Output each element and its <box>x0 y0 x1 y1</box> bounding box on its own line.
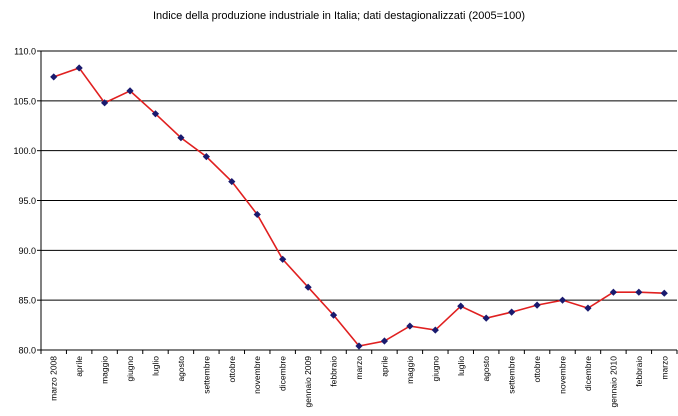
x-tick-label: giugno <box>430 356 440 382</box>
x-tick-label: settembre <box>201 356 211 394</box>
x-tick-label: maggio <box>405 356 415 384</box>
data-point <box>558 296 567 304</box>
x-tick-label: gennaio 2009 <box>303 356 313 408</box>
y-tick-label: 85.0 <box>18 296 36 306</box>
x-tick-label: luglio <box>150 356 160 376</box>
data-point <box>126 87 134 95</box>
data-point <box>202 153 210 161</box>
data-point <box>228 177 236 186</box>
data-point <box>151 110 160 118</box>
data-point <box>584 304 592 312</box>
y-tick-label: 100.0 <box>13 146 36 156</box>
data-point <box>431 326 439 334</box>
data-point <box>609 288 617 296</box>
data-point <box>635 288 643 296</box>
x-tick-label: aprile <box>74 356 84 377</box>
data-point <box>380 337 389 345</box>
x-tick-label: dicembre <box>278 356 288 391</box>
data-point <box>457 302 465 310</box>
x-tick-label: luglio <box>456 356 466 376</box>
y-tick-label: 105.0 <box>13 96 36 106</box>
x-tick-label: dicembre <box>583 356 593 391</box>
x-tick-label: ottobre <box>532 356 542 383</box>
x-tick-label: gennaio 2010 <box>608 356 618 408</box>
data-point <box>253 210 261 219</box>
x-tick-label: agosto <box>176 356 186 382</box>
data-point <box>533 301 541 309</box>
y-tick-label: 95.0 <box>18 196 36 206</box>
data-point <box>406 322 414 330</box>
x-tick-label: novembre <box>558 356 568 394</box>
chart-title: Indice della produzione industriale in I… <box>152 10 526 22</box>
x-tick-label: febbraio <box>634 356 644 387</box>
x-tick-label: aprile <box>379 356 389 377</box>
data-point <box>75 64 83 72</box>
data-point <box>329 311 338 319</box>
data-point <box>660 289 668 297</box>
data-point <box>177 134 185 142</box>
x-tick-label: febbraio <box>329 356 339 387</box>
x-tick-label: novembre <box>252 356 262 394</box>
x-tick-label: ottobre <box>227 356 237 383</box>
y-tick-label: 90.0 <box>18 246 36 256</box>
x-tick-label: settembre <box>507 356 517 394</box>
data-point <box>355 342 363 350</box>
data-point <box>304 283 312 291</box>
y-tick-label: 110.0 <box>14 47 36 57</box>
x-tick-label: agosto <box>481 356 491 382</box>
x-tick-label: maggio <box>100 356 110 384</box>
x-tick-label: marzo <box>354 356 364 380</box>
x-tick-label: marzo <box>659 356 669 380</box>
x-tick-label: giugno <box>125 356 135 382</box>
data-point <box>279 255 287 263</box>
data-point <box>508 308 516 316</box>
series-line <box>53 66 665 347</box>
data-point <box>101 99 109 107</box>
y-tick-label: 80.0 <box>18 346 36 356</box>
data-point <box>50 73 58 81</box>
x-tick-label: marzo 2008 <box>49 356 59 401</box>
data-point <box>482 314 490 322</box>
